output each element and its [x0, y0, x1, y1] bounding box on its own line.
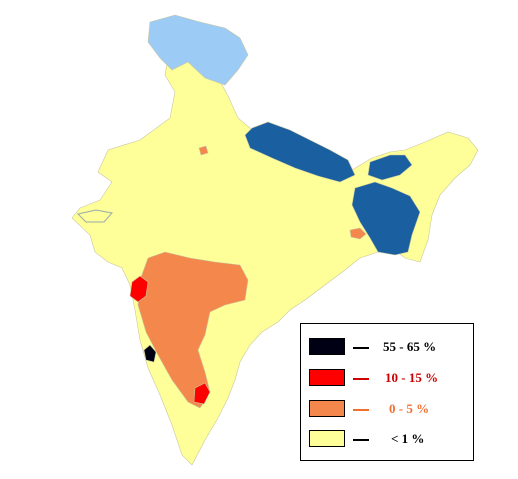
- region-coastal-black: [143, 344, 157, 363]
- legend-label-55-65: 55 - 65 %: [383, 339, 437, 354]
- legend-row-10-15: 10 - 15 %: [301, 369, 473, 391]
- legend-swatch-orange: [309, 400, 345, 417]
- region-coastal-red: [129, 275, 149, 303]
- region-coastal-red-south: [193, 382, 211, 405]
- legend-row-55-65: 55 - 65 %: [301, 338, 473, 360]
- legend-label-10-15: 10 - 15 %: [385, 370, 439, 385]
- region-north-east-belt: [367, 154, 413, 181]
- legend-row-lt-1: < 1 %: [301, 430, 473, 452]
- legend-swatch-black: [309, 338, 345, 355]
- legend-dash: [353, 347, 369, 349]
- legend-swatch-yellow: [309, 430, 345, 447]
- legend-dash: [353, 409, 369, 411]
- region-bengal: [351, 181, 421, 256]
- legend-dash: [353, 439, 369, 441]
- region-south-west: [137, 251, 249, 409]
- legend-dash: [353, 378, 369, 380]
- region-kashmir: [147, 14, 249, 86]
- region-small-orange-north: [198, 145, 209, 156]
- region-small-orange: [349, 227, 367, 240]
- legend: 55 - 65 % 10 - 15 % 0 - 5 % < 1 %: [300, 323, 474, 461]
- legend-label-0-5: 0 - 5 %: [389, 401, 430, 416]
- legend-row-0-5: 0 - 5 %: [301, 400, 473, 422]
- legend-swatch-red: [309, 369, 345, 386]
- region-coast-detail: [77, 209, 113, 223]
- region-nepal-belt: [244, 121, 356, 183]
- legend-label-lt-1: < 1 %: [391, 431, 425, 446]
